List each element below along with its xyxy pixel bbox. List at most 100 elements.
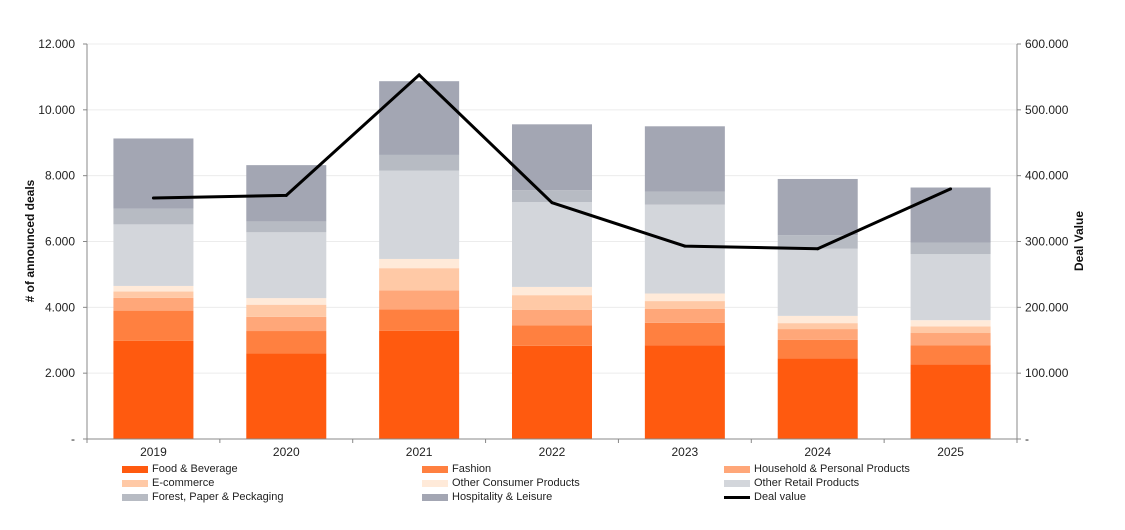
y2-tick-label: 400.000 [1025, 169, 1069, 183]
bar-segment-e-commerce-2023 [644, 301, 725, 309]
legend-item: Forest, Paper & Peckaging [122, 490, 283, 504]
legend-swatch-icon [724, 465, 750, 473]
bar-segment-fashion-2025 [910, 345, 991, 365]
bar-segment-forest-paper-peckaging-2022 [512, 190, 592, 202]
bar-segment-hospitality-leisure-2024 [777, 178, 858, 236]
y-axis-title: # of announced deals [23, 179, 37, 302]
legend-swatch-icon [122, 479, 148, 487]
legend-swatch-icon [724, 479, 750, 487]
legend-item: Fashion [422, 462, 491, 476]
x-tick-label: 2024 [804, 445, 831, 459]
bar-segment-fashion-2021 [379, 309, 460, 331]
y2-tick-label: 200.000 [1025, 300, 1069, 314]
bar-segment-other-consumer-products-2024 [777, 315, 858, 324]
legend-label: Other Retail Products [754, 477, 860, 489]
y-tick-label: 2.000 [45, 366, 75, 380]
bar-segment-forest-paper-peckaging-2025 [910, 242, 991, 255]
bar-segment-fashion-2022 [512, 325, 592, 346]
legend-swatch-icon [122, 493, 148, 501]
legend-item: Other Retail Products [724, 476, 859, 490]
deal-value-point-2021 [417, 73, 421, 77]
legend-label: Forest, Paper & Peckaging [152, 491, 284, 503]
y2-tick-label: - [1025, 432, 1029, 446]
bar-segment-food-beverage-2024 [777, 358, 858, 439]
legend-item: Food & Beverage [122, 462, 238, 476]
bar-segment-household-personal-products-2025 [910, 333, 991, 346]
bar-segment-hospitality-leisure-2022 [512, 124, 592, 191]
deal-value-point-2020 [284, 193, 288, 197]
deal-value-point-2023 [683, 244, 687, 248]
bar-segment-fashion-2020 [246, 331, 327, 354]
y2-axis-title: Deal Value [1072, 211, 1086, 271]
axes: - - 2.000 100.000 4.000 200.000 6.000 300.000 8.… [38, 37, 1068, 459]
bar-segment-e-commerce-2021 [379, 268, 460, 291]
bar-segment-hospitality-leisure-2023 [644, 126, 725, 192]
bar-segment-e-commerce-2024 [777, 323, 858, 330]
legend-label: Food & Beverage [152, 463, 238, 475]
bar-segment-food-beverage-2021 [379, 330, 460, 439]
bar-segment-household-personal-products-2021 [379, 290, 460, 310]
bar-segment-other-consumer-products-2019 [113, 285, 194, 292]
bar-segment-other-retail-products-2022 [512, 202, 592, 287]
bar-segment-other-consumer-products-2020 [246, 298, 327, 305]
x-tick-label: 2021 [406, 445, 433, 459]
legend-label: Deal value [754, 491, 806, 503]
bar-segment-household-personal-products-2020 [246, 316, 327, 332]
bar-segment-other-consumer-products-2023 [644, 293, 725, 302]
bar-segment-forest-paper-peckaging-2021 [379, 154, 460, 171]
chart: - - 2.000 100.000 4.000 200.000 6.000 300.000 8.… [23, 37, 1086, 459]
bar-segment-other-retail-products-2019 [113, 224, 194, 286]
legend-label: Household & Personal Products [754, 463, 910, 475]
bar-segment-fashion-2019 [113, 310, 194, 341]
deal-value-line [151, 72, 953, 251]
legend-item: Deal value [724, 490, 806, 504]
legend-swatch-icon [422, 465, 448, 473]
deal-value-point-2019 [151, 196, 155, 200]
y-tick-label: - [71, 432, 75, 446]
y-tick-label: 10.000 [38, 103, 75, 117]
bar-segment-e-commerce-2025 [910, 326, 991, 334]
deal-value-point-2022 [550, 201, 554, 205]
y-tick-label: 4.000 [45, 300, 75, 314]
y-tick-label: 12.000 [38, 37, 75, 51]
bar-segment-food-beverage-2023 [644, 345, 725, 439]
bar-segment-forest-paper-peckaging-2020 [246, 221, 327, 233]
y2-tick-label: 100.000 [1025, 366, 1069, 380]
legend-label: Fashion [452, 463, 492, 475]
x-tick-label: 2019 [140, 445, 167, 459]
bar-segment-e-commerce-2022 [512, 295, 592, 310]
bar-segment-other-consumer-products-2021 [379, 258, 460, 269]
y2-tick-label: 600.000 [1025, 37, 1069, 51]
bar-segment-household-personal-products-2023 [644, 308, 725, 323]
bar-segment-e-commerce-2020 [246, 304, 327, 317]
legend-label: Other Consumer Products [452, 477, 580, 489]
bar-segment-food-beverage-2025 [910, 364, 991, 439]
legend: Food & Beverage Fashion Household & Person… [122, 462, 1002, 524]
bar-segment-other-retail-products-2025 [910, 254, 991, 321]
bar-segment-other-consumer-products-2022 [512, 286, 592, 296]
bar-segment-forest-paper-peckaging-2023 [644, 191, 725, 205]
x-tick-label: 2023 [672, 445, 699, 459]
legend-line-icon [724, 495, 750, 499]
bar-segment-hospitality-leisure-2020 [246, 165, 327, 222]
deal-value-point-2024 [816, 247, 820, 251]
bar-segment-hospitality-leisure-2025 [910, 187, 991, 243]
deal-value-point-2025 [949, 187, 953, 191]
bars [113, 81, 991, 439]
bar-segment-other-retail-products-2020 [246, 232, 327, 299]
bar-segment-fashion-2024 [777, 339, 858, 359]
x-tick-label: 2025 [937, 445, 964, 459]
bar-segment-household-personal-products-2022 [512, 309, 592, 326]
bar-segment-hospitality-leisure-2021 [379, 81, 460, 155]
bar-segment-other-retail-products-2021 [379, 170, 460, 259]
legend-swatch-icon [422, 493, 448, 501]
bar-segment-forest-paper-peckaging-2019 [113, 208, 194, 225]
y2-tick-label: 300.000 [1025, 235, 1069, 249]
bar-segment-other-consumer-products-2025 [910, 320, 991, 327]
y2-tick-label: 500.000 [1025, 103, 1069, 117]
bar-segment-household-personal-products-2019 [113, 297, 194, 311]
legend-item: Other Consumer Products [422, 476, 580, 490]
legend-label: E-commerce [152, 477, 215, 489]
bar-segment-household-personal-products-2024 [777, 329, 858, 340]
legend-label: Hospitality & Leisure [452, 491, 553, 503]
